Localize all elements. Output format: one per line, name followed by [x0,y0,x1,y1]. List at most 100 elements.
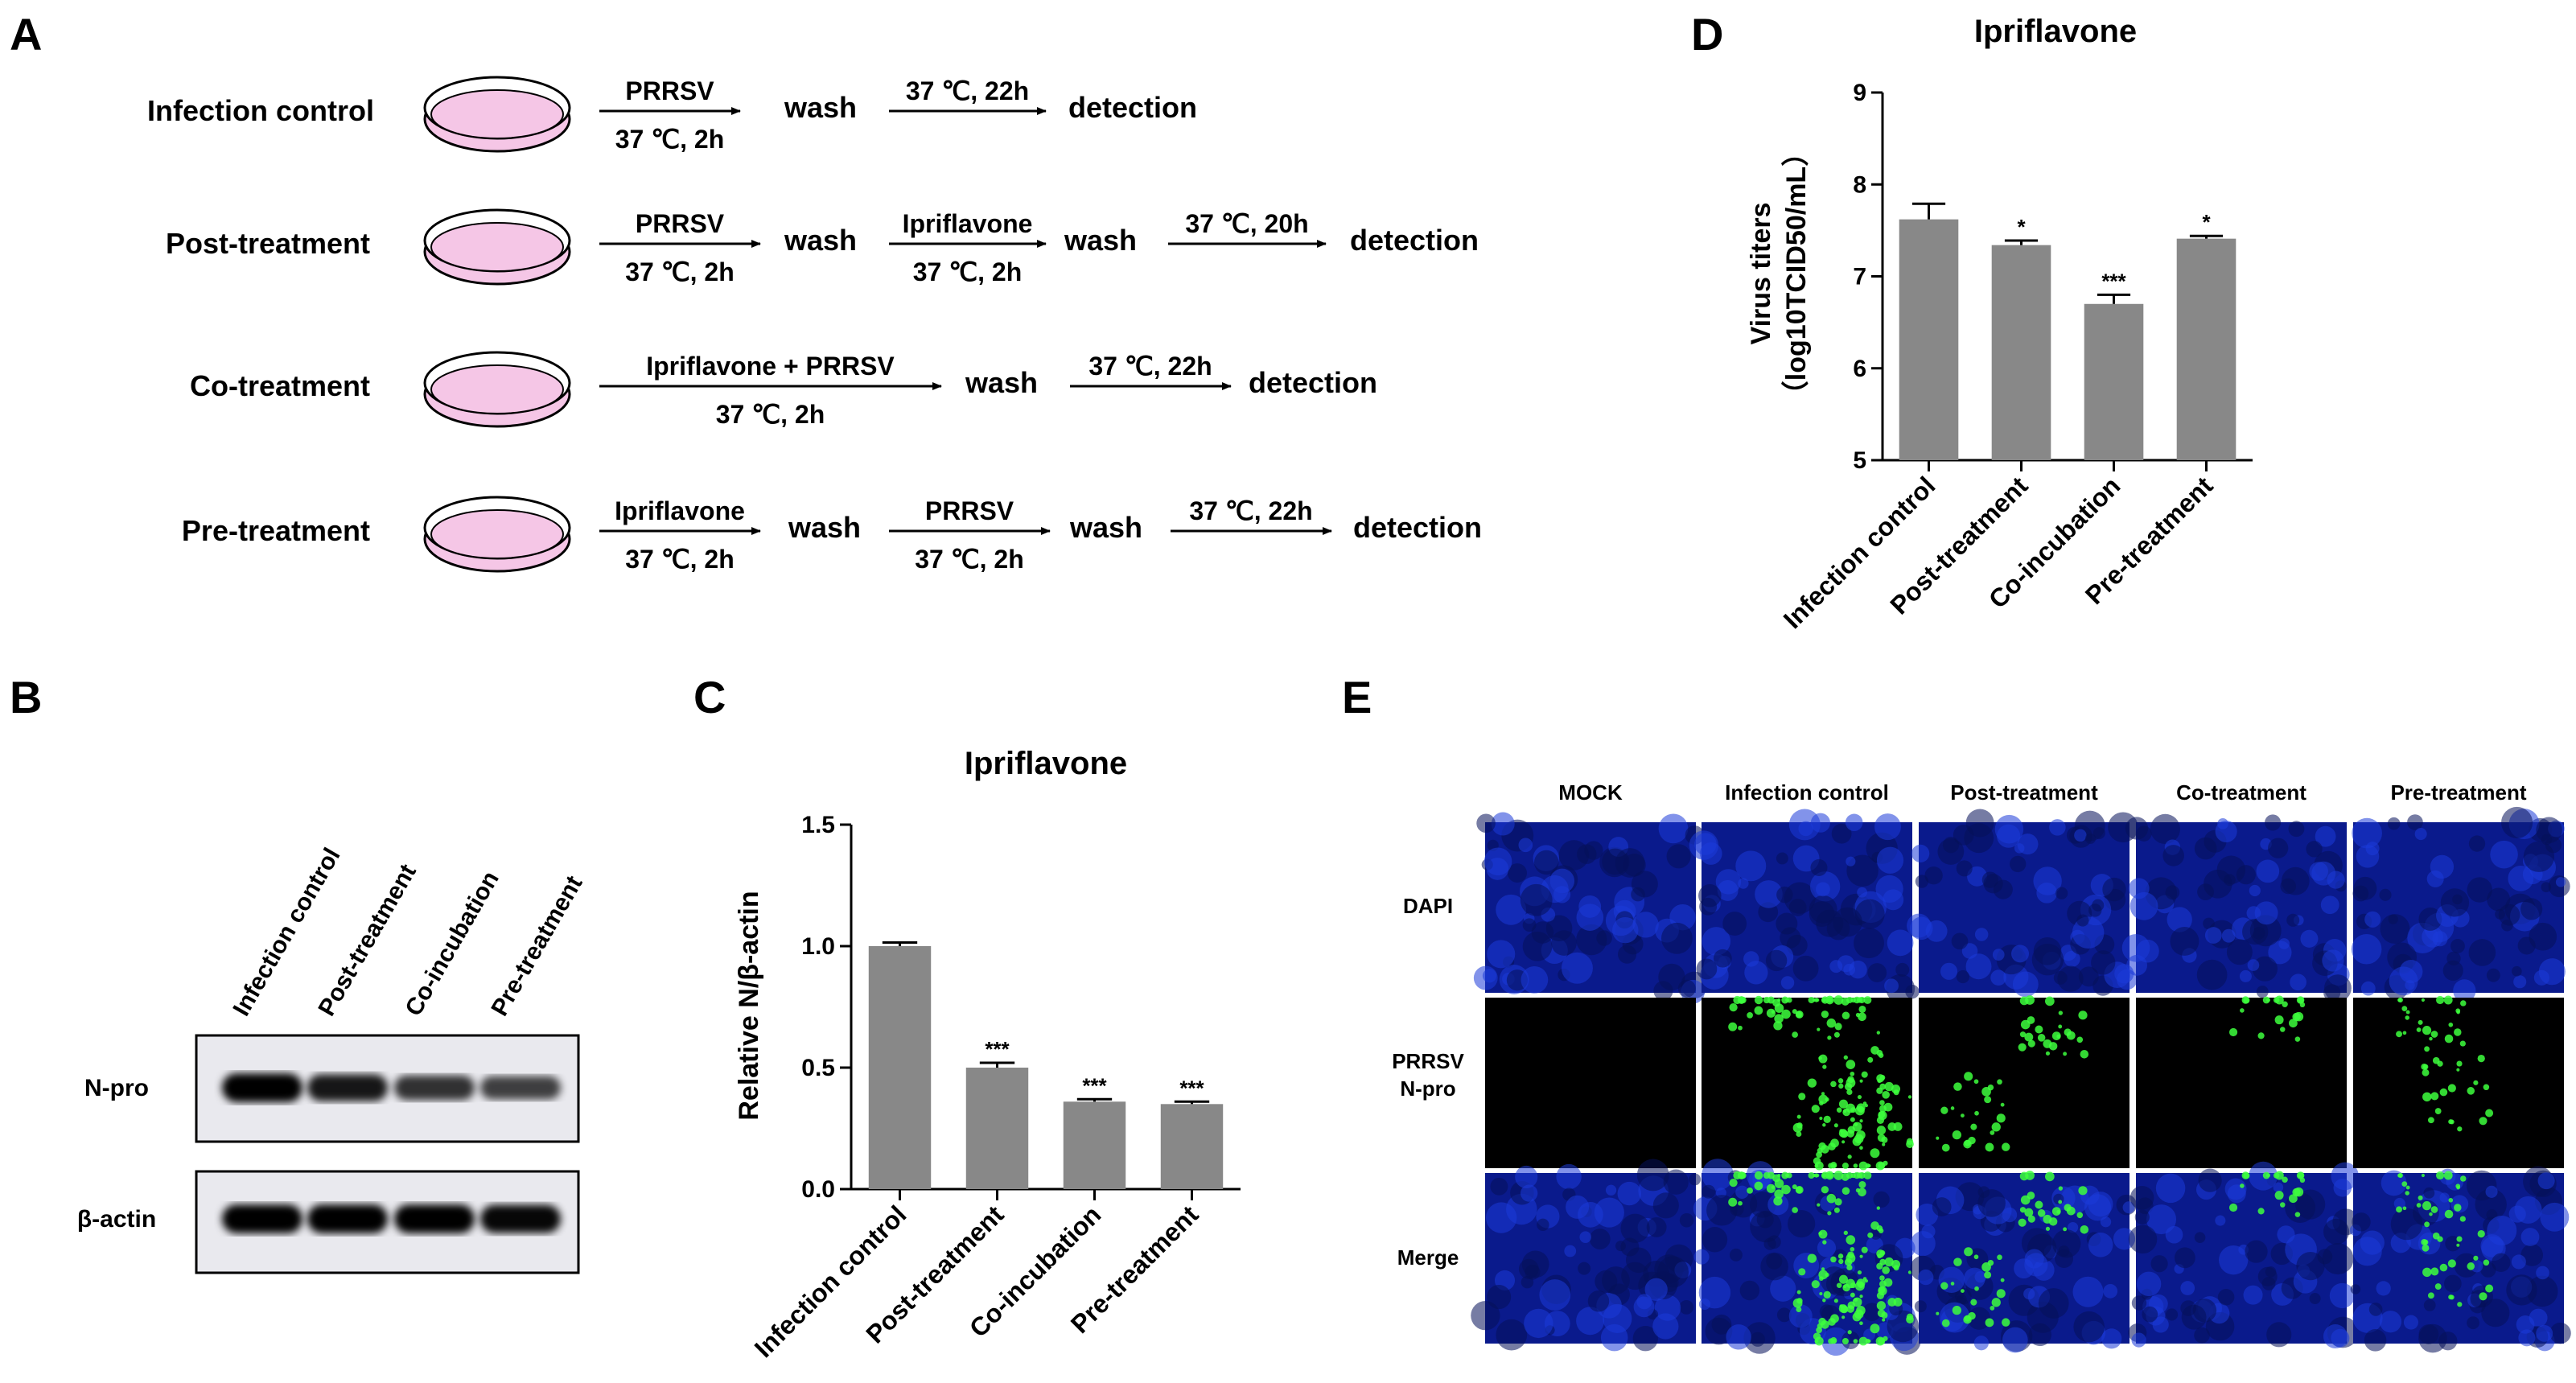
npro-signal-spot [1906,1313,1914,1321]
npro-signal-spot [2257,1032,2265,1039]
dapi-nucleus [1587,1290,1610,1312]
dapi-nucleus [1483,847,1512,876]
npro-signal-spot [1876,1262,1883,1270]
npro-signal-spot [1861,1246,1868,1253]
dapi-nucleus [1496,894,1527,925]
dapi-nucleus [1925,920,1948,942]
dapi-nucleus [1798,821,1813,837]
dapi-nucleus [2360,1230,2385,1255]
dapi-nucleus [2468,835,2486,852]
dapi-nucleus [2122,1201,2135,1214]
dapi-nucleus [1770,1275,1796,1302]
npro-signal-spot [1858,1012,1866,1022]
npro-signal-spot [1808,996,1815,1004]
dapi-nucleus [2268,838,2289,858]
npro-signal-spot [1833,1299,1838,1303]
dapi-nucleus [1956,860,1973,877]
npro-signal-spot [2240,1008,2245,1013]
bar [2176,238,2237,460]
dapi-nucleus [2360,981,2376,996]
npro-signal-spot [2421,1063,2428,1070]
npro-signal-spot [1796,1307,1802,1313]
blot-lane-label: Co-incubation [400,866,504,1020]
dapi-nucleus [2331,1162,2360,1191]
npro-signal-spot [2056,1034,2061,1039]
npro-signal-spot [1795,1186,1804,1194]
npro-signal-spot [2429,1212,2433,1216]
npro-signal-spot [1882,1090,1890,1099]
npro-signal-spot [1834,1198,1842,1206]
dapi-nucleus [2520,898,2543,920]
fluor-image-tile [1485,998,1696,1168]
dapi-nucleus [1876,846,1904,874]
dapi-nucleus [1738,878,1749,889]
fluor-column-label: MOCK [1558,780,1623,805]
dapi-nucleus [2323,1218,2350,1245]
dapi-nucleus [1656,1256,1689,1288]
npro-signal-spot [2456,1236,2463,1242]
dapi-nucleus [1735,850,1767,882]
dapi-nucleus [1845,813,1863,832]
dapi-nucleus [1722,912,1747,936]
dapi-nucleus [2142,1306,2158,1323]
dapi-nucleus [1816,882,1830,897]
npro-signal-spot [2444,1034,2454,1043]
npro-signal-spot [2422,1244,2430,1252]
dapi-nucleus [2329,1282,2356,1309]
arrow-label-above: Ipriflavone + PRRSV [646,352,895,381]
npro-signal-spot [1859,1254,1863,1258]
dapi-nucleus [2454,1253,2479,1278]
npro-signal-spot [2019,1207,2027,1213]
npro-signal-spot [1841,1140,1846,1144]
npro-signal-spot [1837,1078,1844,1084]
npro-signal-spot [1842,1283,1850,1292]
npro-signal-spot [1754,1171,1763,1180]
arrow-label-below: 37 ℃, 2h [625,545,735,574]
npro-signal-spot [2421,1238,2428,1245]
npro-signal-spot [2289,1019,2298,1028]
dapi-nucleus [2492,1253,2511,1273]
npro-signal-spot [2027,1039,2035,1048]
dapi-nucleus [2423,1187,2435,1199]
dapi-nucleus [1776,912,1798,935]
npro-signal-spot [2027,1016,2035,1024]
dapi-nucleus [2128,1225,2158,1254]
npro-signal-spot [2299,1002,2306,1008]
dapi-nucleus [1974,928,1989,941]
npro-signal-spot [2448,1022,2454,1027]
y-tick-label: 8 [1853,171,1866,198]
dapi-nucleus [2513,975,2527,989]
dapi-nucleus [1496,1319,1528,1351]
dapi-nucleus [1921,1225,1936,1239]
dapi-nucleus [1615,848,1645,878]
dapi-nucleus [1644,1278,1668,1301]
dapi-nucleus [1884,978,1899,994]
dapi-nucleus [1487,940,1516,969]
npro-signal-spot [1859,1119,1863,1123]
npro-signal-spot [1853,996,1861,1004]
npro-signal-spot [2274,1191,2284,1200]
npro-signal-spot [2424,1046,2430,1052]
dapi-nucleus [2278,938,2290,949]
npro-signal-spot [2430,1092,2439,1101]
x-tick-label: Infection control [1778,471,1941,634]
y-tick-label: 1.0 [801,933,835,960]
dapi-nucleus [1533,850,1559,875]
dapi-nucleus [2092,899,2105,912]
protocol-step-node: wash [1069,511,1142,544]
npro-signal-spot [1822,1064,1827,1069]
npro-signal-spot [2078,1010,2088,1020]
dapi-nucleus [2121,933,2150,962]
panel-label-b: B [10,672,42,722]
dapi-nucleus [2286,913,2300,927]
dapi-nucleus [1829,960,1843,973]
y-tick-label: 0.0 [801,1176,835,1203]
bar [2084,303,2144,460]
npro-signal-spot [2424,1221,2430,1228]
dapi-nucleus [1702,1184,1716,1199]
npro-signal-spot [2035,1025,2043,1034]
dapi-nucleus [1776,852,1788,865]
npro-signal-spot [2279,1027,2286,1032]
npro-signal-spot [2477,1054,2485,1063]
dapi-nucleus [1515,1165,1538,1189]
